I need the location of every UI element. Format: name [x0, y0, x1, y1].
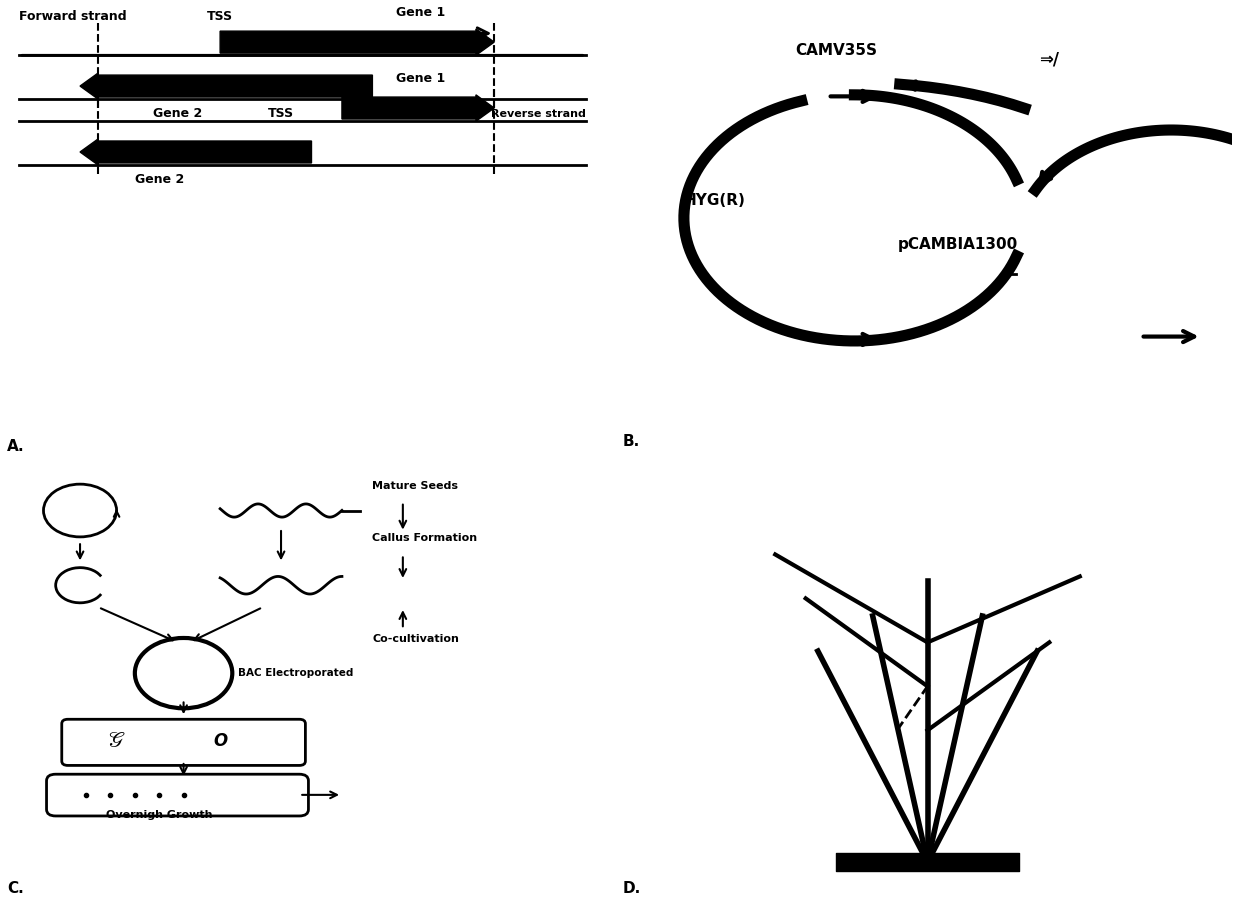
FancyArrow shape: [81, 139, 311, 165]
Text: C.: C.: [7, 881, 24, 896]
FancyArrow shape: [81, 73, 373, 100]
Text: Gene 1: Gene 1: [396, 71, 446, 85]
Text: ⇒/: ⇒/: [1040, 50, 1059, 68]
Text: Gene 2: Gene 2: [152, 107, 202, 120]
Text: A.: A.: [7, 439, 25, 454]
FancyBboxPatch shape: [62, 719, 305, 765]
Text: TSS: TSS: [207, 10, 233, 23]
Text: D.: D.: [623, 881, 642, 896]
Text: Forward strand: Forward strand: [19, 10, 126, 23]
FancyArrow shape: [221, 29, 494, 56]
Text: Mature Seeds: Mature Seeds: [373, 480, 458, 490]
Text: Gene 1: Gene 1: [396, 5, 446, 19]
Text: Co-cultivation: Co-cultivation: [373, 635, 460, 645]
Text: Overnigh Growth: Overnigh Growth: [107, 810, 212, 820]
Text: O: O: [213, 732, 227, 750]
FancyArrow shape: [342, 95, 494, 121]
Text: BAC Electroporated: BAC Electroporated: [238, 668, 354, 678]
Text: B.: B.: [623, 435, 641, 449]
Text: Gene 2: Gene 2: [135, 173, 183, 185]
Text: $\mathbf{\mathscr{G}}$: $\mathbf{\mathscr{G}}$: [108, 731, 126, 751]
Text: HYG(R): HYG(R): [684, 193, 746, 208]
FancyBboxPatch shape: [47, 774, 309, 816]
Text: CAMV35S: CAMV35S: [795, 43, 877, 58]
Text: TSS: TSS: [268, 107, 294, 120]
Text: pCAMBIA1300: pCAMBIA1300: [898, 236, 1018, 252]
Text: Reverse strand: Reverse strand: [491, 109, 586, 119]
Text: Callus Formation: Callus Formation: [373, 533, 477, 543]
